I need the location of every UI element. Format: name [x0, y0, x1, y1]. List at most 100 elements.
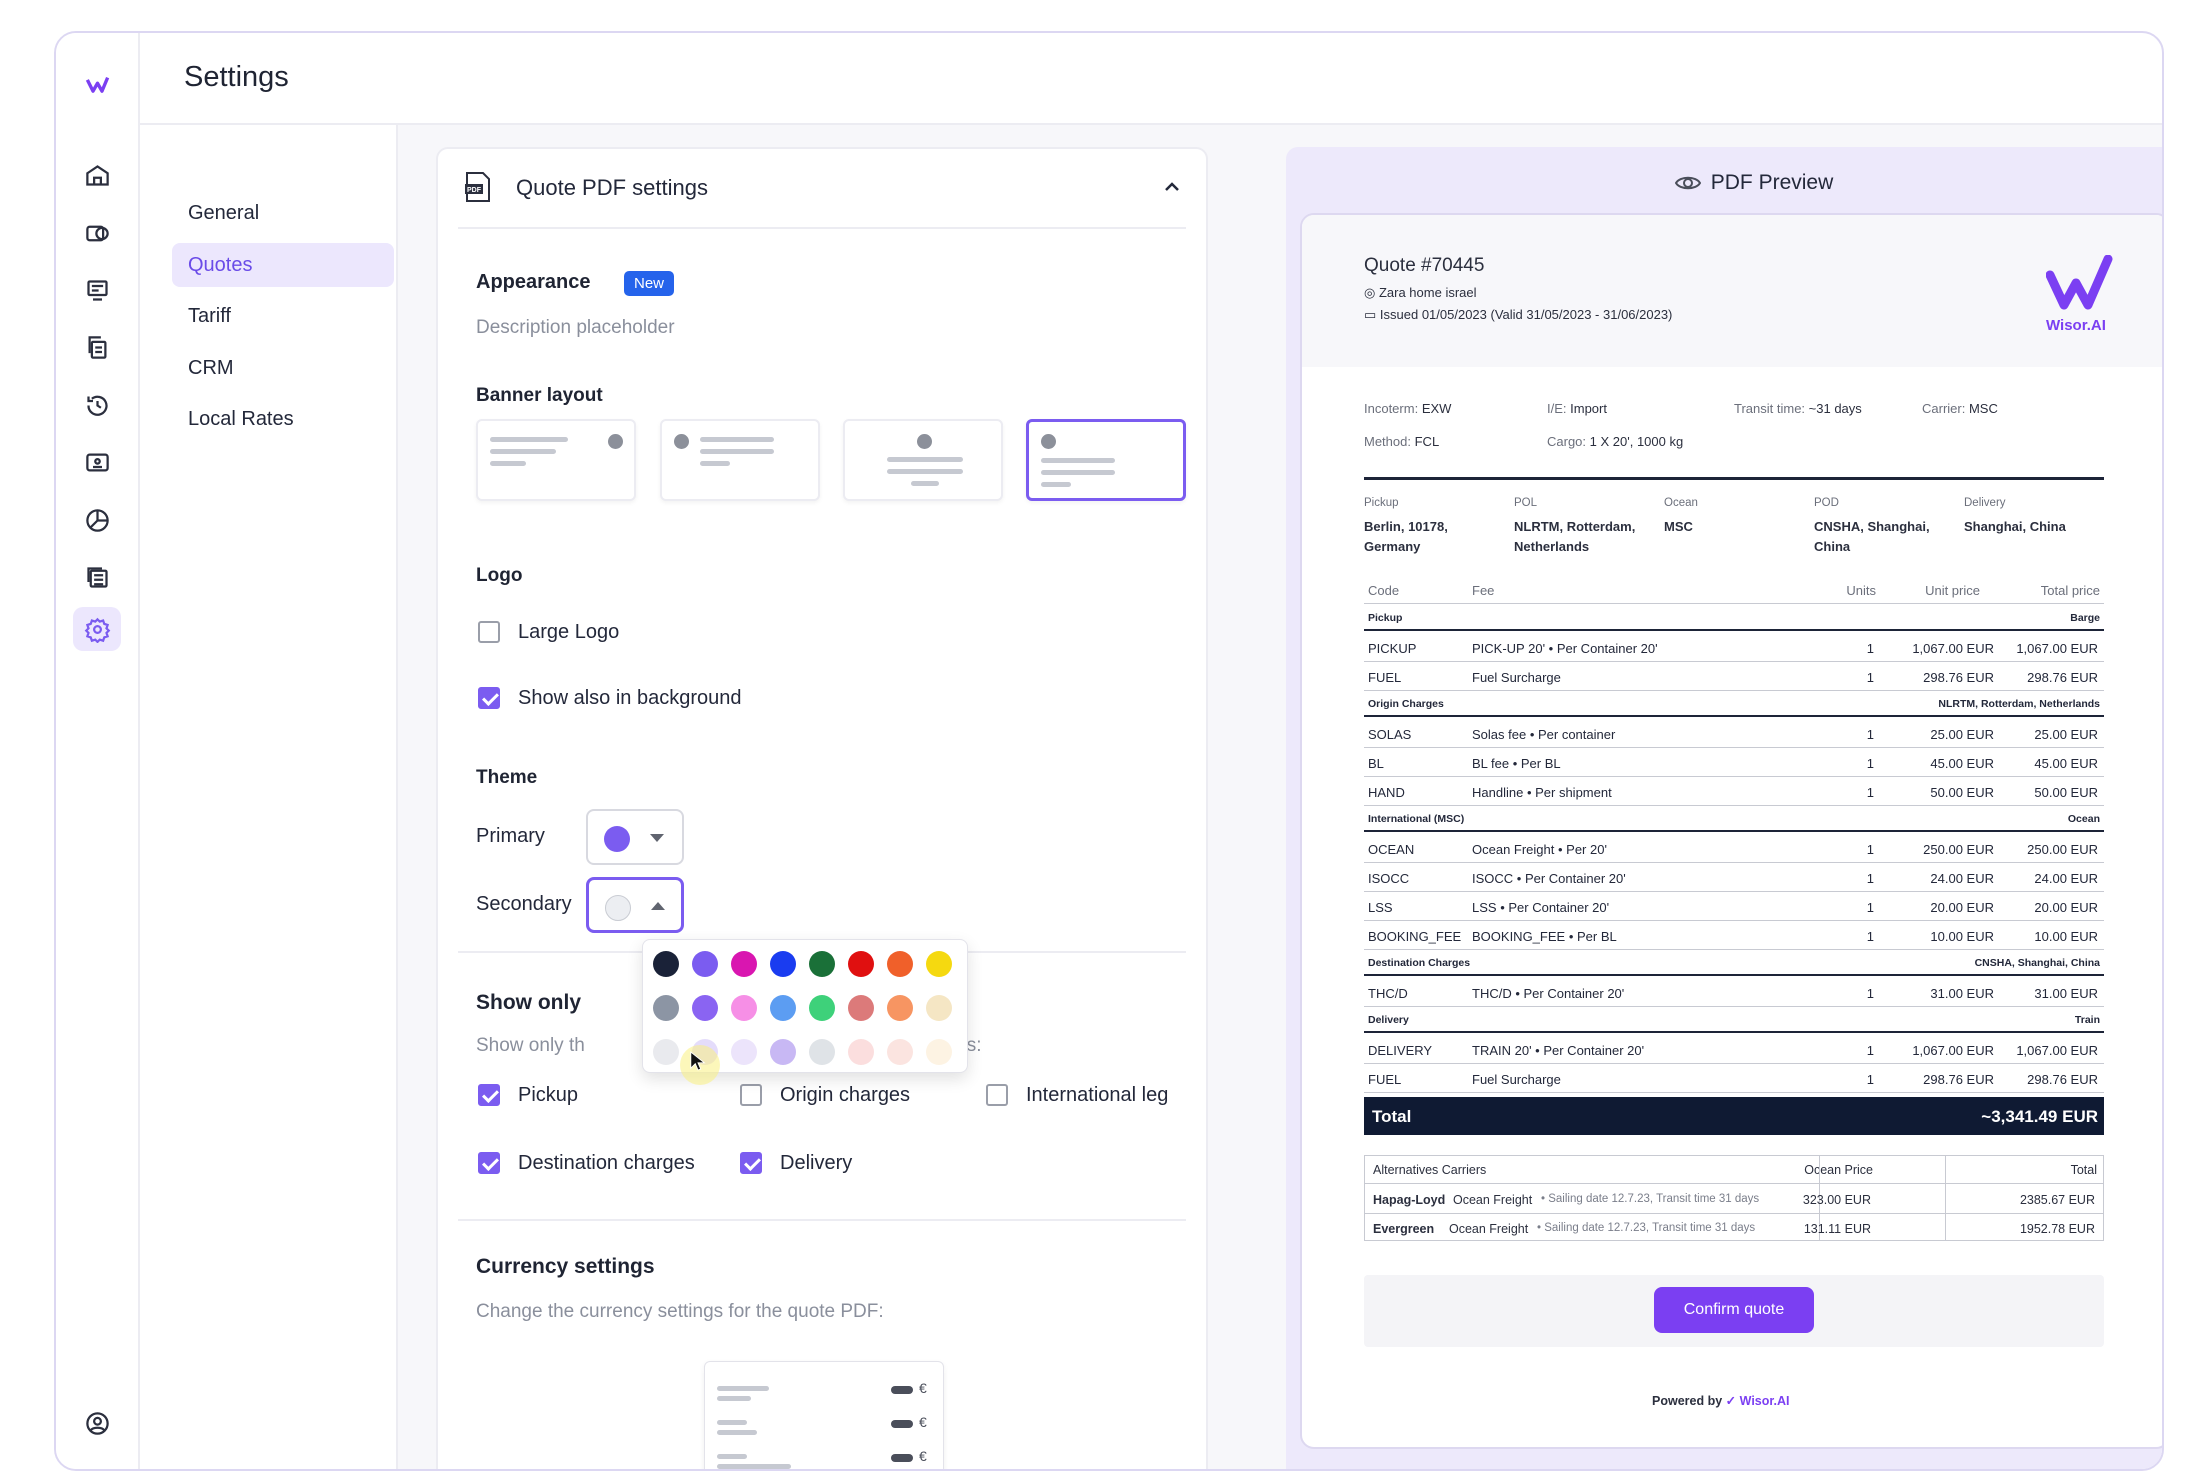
fee-unit-price: 24.00 EUR	[1930, 871, 1994, 886]
route-value: Shanghai, China	[1964, 519, 2066, 534]
documents-icon[interactable]	[73, 325, 121, 369]
fee-detail: • Per Container 20'	[1531, 1043, 1645, 1058]
logo-icon[interactable]	[73, 63, 121, 107]
banner-option-logo-top-left[interactable]	[1026, 419, 1186, 501]
secondary-color-label: Secondary	[476, 893, 572, 915]
pie-chart-icon[interactable]	[73, 498, 121, 542]
fee-name: Fuel Surcharge	[1472, 1072, 1561, 1087]
fee-detail-text: Per Container 20'	[1508, 900, 1610, 915]
color-swatch[interactable]	[731, 995, 757, 1021]
color-swatch[interactable]	[653, 951, 679, 977]
meta-value: FCL	[1414, 434, 1440, 449]
euro-symbol: €	[919, 1414, 927, 1430]
subnav-item-general[interactable]: General	[188, 202, 260, 224]
color-swatch[interactable]	[692, 995, 718, 1021]
subnav-item-quotes[interactable]: Quotes	[172, 243, 394, 287]
delivery-checkbox[interactable]	[740, 1152, 762, 1174]
color-swatch[interactable]	[692, 951, 718, 977]
color-swatch[interactable]	[887, 951, 913, 977]
color-swatch[interactable]	[809, 995, 835, 1021]
banner-option-logo-left[interactable]	[660, 419, 820, 501]
subnav-item-tariff[interactable]: Tariff	[188, 305, 231, 327]
euro-symbol: €	[919, 1448, 927, 1464]
fee-detail: • Per 20'	[1554, 842, 1607, 857]
subnav-item-crm[interactable]: CRM	[188, 357, 234, 379]
color-swatch[interactable]	[770, 1039, 796, 1065]
card-header[interactable]: PDF Quote PDF settings	[458, 149, 1186, 229]
new-badge: New	[624, 271, 675, 296]
banner-option-centered[interactable]	[843, 419, 1003, 501]
route-label: Ocean	[1664, 497, 1698, 509]
color-swatch[interactable]	[887, 1039, 913, 1065]
color-swatch[interactable]	[809, 1039, 835, 1065]
route-label: Delivery	[1964, 497, 2006, 509]
fee-unit-price: 298.76 EUR	[1923, 1072, 1994, 1087]
calculator-icon[interactable]	[73, 555, 121, 599]
confirm-quote-button[interactable]: Confirm quote	[1654, 1287, 1814, 1333]
color-swatch[interactable]	[731, 1039, 757, 1065]
primary-color-select[interactable]	[586, 809, 684, 865]
fee-code: OCEAN	[1368, 842, 1415, 857]
secondary-color-select[interactable]	[586, 877, 684, 933]
origin-charges-checkbox[interactable]	[740, 1084, 762, 1106]
banner-option-text-left-logo-right[interactable]	[476, 419, 636, 501]
color-swatch[interactable]	[887, 995, 913, 1021]
destination-charges-checkbox[interactable]	[478, 1152, 500, 1174]
meta-label: Transit time:	[1734, 401, 1806, 416]
primary-color-label: Primary	[476, 825, 545, 847]
column-header: Fee	[1472, 583, 1495, 598]
table-row: THC/D THC/D • Per Container 20' 1 31.00 EUR…	[1364, 978, 2104, 1007]
invoice-icon[interactable]	[73, 268, 121, 312]
home-icon[interactable]	[73, 153, 121, 197]
color-swatch[interactable]	[926, 951, 952, 977]
fee-detail-text: Per shipment	[1535, 785, 1612, 800]
show-background-checkbox[interactable]	[478, 687, 500, 709]
fee-total: 20.00 EUR	[2034, 900, 2098, 915]
fee-units: 1	[1866, 641, 1874, 656]
international-leg-checkbox[interactable]	[986, 1084, 1008, 1106]
user-icon[interactable]	[73, 1401, 121, 1445]
icon-rail	[56, 33, 140, 1469]
color-swatch[interactable]	[653, 995, 679, 1021]
fee-total: 1,067.00 EUR	[2016, 1043, 2098, 1058]
chevron-up-icon[interactable]	[1162, 177, 1182, 197]
money-icon[interactable]	[73, 211, 121, 255]
show-background-label: Show also in background	[518, 687, 742, 709]
color-swatch[interactable]	[926, 995, 952, 1021]
content-area: PDF Quote PDF settings Appearance New De…	[398, 125, 2162, 1469]
color-swatch[interactable]	[653, 1039, 679, 1065]
carrier-total: 2385.67 EUR	[2019, 1193, 2095, 1207]
pickup-checkbox[interactable]	[478, 1084, 500, 1106]
alternatives-header: Alternatives Carriers Ocean Price Total	[1365, 1156, 2103, 1184]
color-swatch[interactable]	[848, 951, 874, 977]
settings-icon[interactable]	[73, 607, 121, 651]
secondary-color-swatch	[605, 895, 631, 921]
color-swatch[interactable]	[731, 951, 757, 977]
history-icon[interactable]	[73, 383, 121, 427]
show-only-description-start: Show only th	[476, 1035, 585, 1056]
color-swatch[interactable]	[848, 995, 874, 1021]
large-logo-checkbox[interactable]	[478, 621, 500, 643]
color-swatch[interactable]	[848, 1039, 874, 1065]
id-card-icon[interactable]	[73, 440, 121, 484]
color-swatch[interactable]	[770, 995, 796, 1021]
fee-detail: • Per BL	[1509, 756, 1561, 771]
color-swatch[interactable]	[926, 1039, 952, 1065]
primary-color-swatch	[604, 826, 630, 852]
color-swatch[interactable]	[770, 951, 796, 977]
subnav-item-local-rates[interactable]: Local Rates	[188, 408, 294, 430]
route-value: MSC	[1664, 519, 1693, 534]
fee-units: 1	[1866, 727, 1874, 742]
route-label: POD	[1814, 497, 1839, 509]
fee-code: FUEL	[1368, 1072, 1402, 1087]
fee-label: ISOCC	[1472, 871, 1514, 886]
color-swatch[interactable]	[809, 951, 835, 977]
quote-pdf-settings-card: PDF Quote PDF settings Appearance New De…	[436, 147, 1208, 1469]
fee-unit-price: 1,067.00 EUR	[1912, 641, 1994, 656]
fee-label: TRAIN 20'	[1472, 1043, 1532, 1058]
fee-label: PICK-UP 20'	[1472, 641, 1546, 656]
fee-code: LSS	[1368, 900, 1393, 915]
fee-units: 1	[1866, 670, 1874, 685]
wisor-logo-text: Wisor.AI	[2046, 317, 2106, 334]
card-title: Quote PDF settings	[516, 175, 708, 200]
